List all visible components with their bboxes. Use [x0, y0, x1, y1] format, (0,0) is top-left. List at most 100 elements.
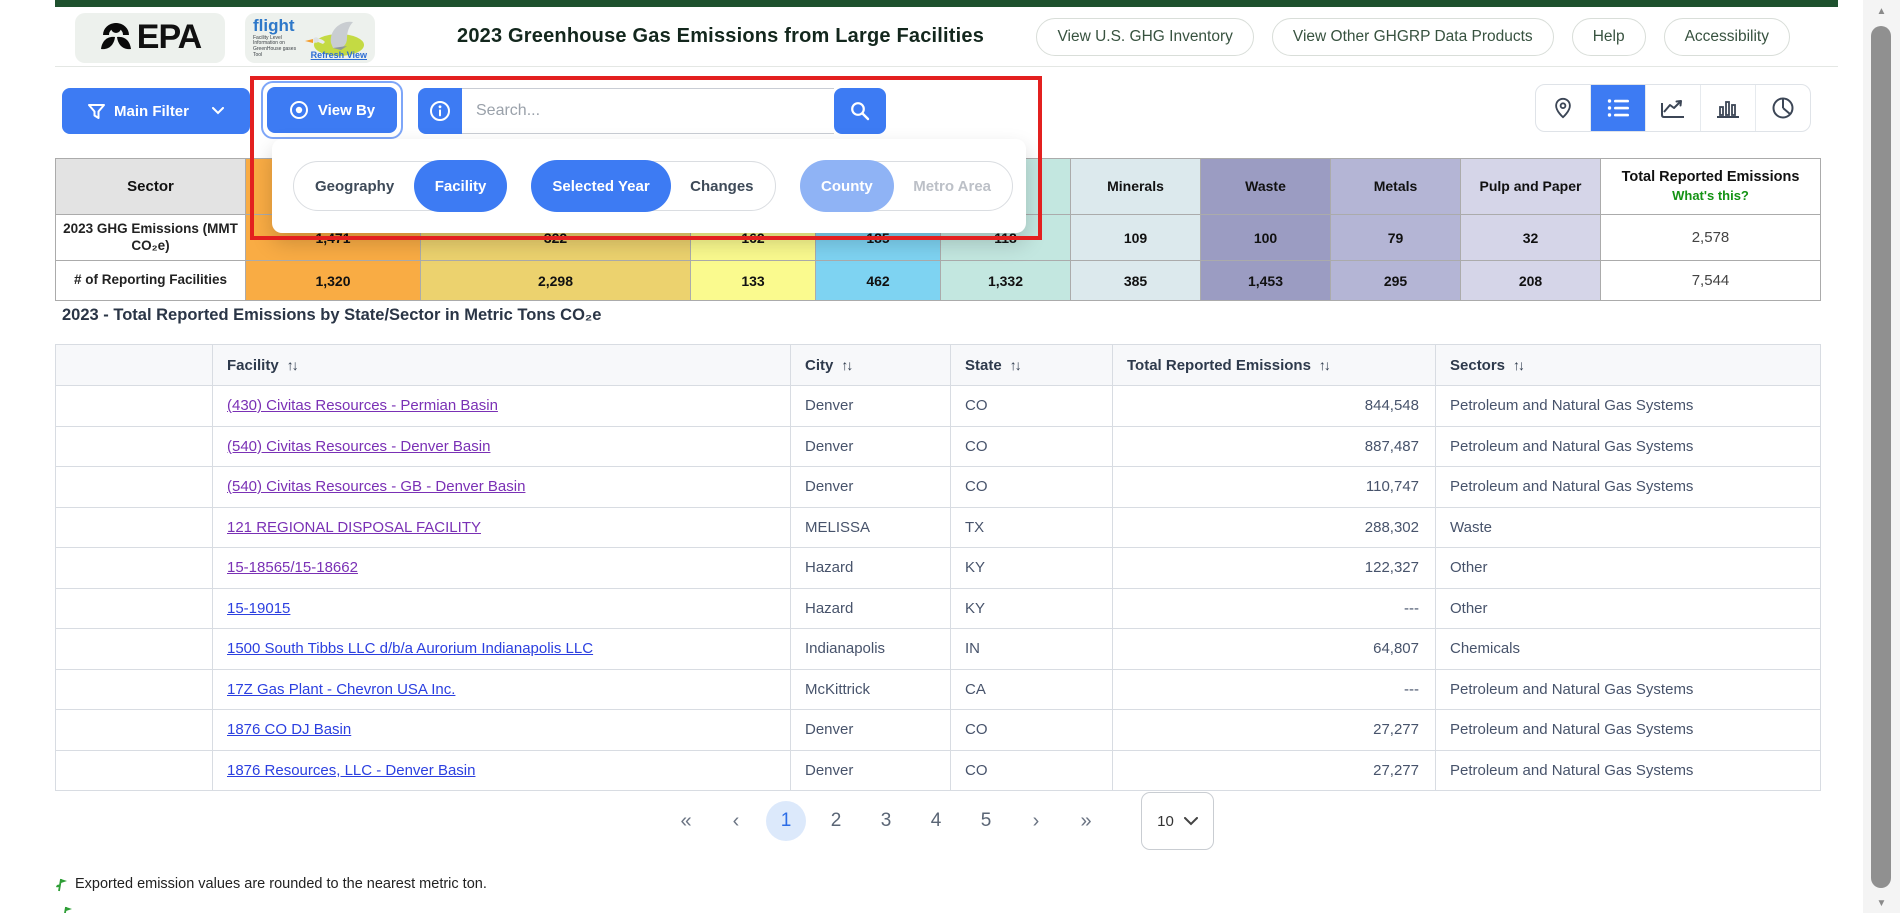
toggle-selected-year[interactable]: Selected Year — [531, 160, 671, 212]
sort-icon[interactable]: ↑↓ — [1513, 356, 1525, 373]
toolbar: Main Filter View By — [55, 67, 1838, 141]
reporting-facilities-row: # of Reporting Facilities 1,320 2,298 13… — [55, 260, 1821, 301]
row-spacer-cell — [55, 466, 213, 508]
state-cell: KY — [950, 547, 1113, 589]
view-ghg-inventory-button[interactable]: View U.S. GHG Inventory — [1036, 17, 1254, 56]
row-spacer-cell — [55, 587, 213, 629]
toggle-changes[interactable]: Changes — [690, 177, 754, 195]
facility-link[interactable]: 1500 South Tibbs LLC d/b/a Aurorium Indi… — [227, 640, 594, 658]
sector-cell: Petroleum and Natural Gas Systems — [1435, 709, 1821, 751]
state-cell: CO — [950, 466, 1113, 508]
accessibility-button[interactable]: Accessibility — [1663, 17, 1790, 56]
emissions-column-header[interactable]: Total Reported Emissions ↑↓ — [1112, 344, 1436, 386]
list-view-button[interactable] — [1591, 85, 1646, 131]
flight-logo-tagline: Facility Level Information on GreenHouse… — [253, 34, 297, 58]
sector-cell: Petroleum and Natural Gas Systems — [1435, 466, 1821, 508]
sectors-header-label: Sectors — [1450, 356, 1506, 374]
facility-link[interactable]: 17Z Gas Plant - Chevron USA Inc. — [227, 680, 456, 698]
sector-col-waste: Waste — [1200, 158, 1331, 215]
toggle-geography[interactable]: Geography — [315, 177, 395, 195]
facilities-refineries: 133 — [690, 260, 816, 301]
facilities-total: 7,544 — [1600, 260, 1821, 301]
prev-page-button[interactable]: ‹ — [732, 809, 740, 832]
page-button-4[interactable]: 4 — [930, 810, 942, 831]
section-title: 2023 - Total Reported Emissions by State… — [62, 306, 602, 324]
emissions-cell: 27,277 — [1112, 709, 1436, 751]
facility-link[interactable]: 1876 CO DJ Basin — [227, 721, 352, 739]
state-cell: TX — [950, 506, 1113, 548]
emissions-metals: 79 — [1330, 214, 1461, 261]
state-cell: CO — [950, 425, 1113, 467]
toggle-county[interactable]: County — [800, 160, 894, 212]
pie-chart-view-button[interactable] — [1756, 85, 1810, 131]
page-button-1[interactable]: 1 — [766, 801, 806, 841]
search-button[interactable] — [834, 88, 886, 134]
main-filter-button[interactable]: Main Filter — [62, 88, 250, 134]
facility-link[interactable]: (430) Civitas Resources - Permian Basin — [227, 397, 498, 415]
sectors-column-header[interactable]: Sectors ↑↓ — [1435, 344, 1821, 386]
state-cell: KY — [950, 587, 1113, 629]
view-by-button[interactable]: View By — [267, 87, 397, 133]
facilities-pulp-paper: 208 — [1460, 260, 1601, 301]
search-info-button[interactable] — [418, 88, 462, 134]
view-by-dropdown-panel: Geography Facility Selected Year Changes… — [272, 139, 1026, 233]
city-header-label: City — [805, 356, 834, 374]
city-cell: Indianapolis — [790, 628, 951, 670]
chevron-down-icon — [1183, 816, 1198, 826]
state-cell: CO — [950, 749, 1113, 791]
footnote-icon — [60, 905, 73, 913]
emissions-pulp-paper: 32 — [1460, 214, 1601, 261]
last-page-button[interactable]: » — [1080, 809, 1092, 832]
help-button[interactable]: Help — [1571, 17, 1646, 56]
sort-icon[interactable]: ↑↓ — [286, 356, 299, 373]
first-page-button[interactable]: « — [680, 809, 692, 832]
sort-icon[interactable]: ↑↓ — [841, 356, 853, 373]
facilities-petroleum: 2,298 — [420, 260, 691, 301]
row-spacer-cell — [55, 668, 213, 710]
sort-icon[interactable]: ↑↓ — [1009, 356, 1022, 373]
page-title: 2023 Greenhouse Gas Emissions from Large… — [457, 25, 985, 47]
facility-link[interactable]: 121 REGIONAL DISPOSAL FACILITY — [227, 518, 481, 536]
bar-chart-view-button[interactable] — [1701, 85, 1756, 131]
page-button-3[interactable]: 3 — [880, 810, 892, 831]
epa-logo[interactable]: EPA — [75, 12, 225, 63]
sector-col-minerals: Minerals — [1070, 158, 1201, 215]
emissions-cell: 288,302 — [1112, 506, 1436, 548]
row-spacer-cell — [55, 385, 213, 427]
scroll-down-arrow[interactable]: ▼ — [1876, 898, 1887, 909]
facility-link[interactable]: (540) Civitas Resources - GB - Denver Ba… — [227, 478, 526, 496]
emissions-cell: --- — [1112, 668, 1436, 710]
flight-logo[interactable]: flight Facility Level Information on Gre… — [245, 12, 375, 63]
whats-this-link[interactable]: What's this? — [1672, 188, 1749, 204]
map-view-button[interactable] — [1536, 85, 1591, 131]
toggle-facility[interactable]: Facility — [413, 160, 508, 212]
page-size-select[interactable]: 10 — [1141, 792, 1214, 850]
facility-link[interactable]: (540) Civitas Resources - Denver Basin — [227, 437, 491, 455]
bar-chart-icon — [1715, 97, 1741, 119]
facility-link[interactable]: 15-18565/15-18662 — [227, 559, 358, 577]
page-button-2[interactable]: 2 — [830, 810, 842, 831]
list-icon — [1606, 97, 1630, 119]
scrollbar-thumb[interactable] — [1871, 26, 1891, 888]
facility-link[interactable]: 15-19015 — [227, 599, 291, 617]
facility-link[interactable]: 1876 Resources, LLC - Denver Basin — [227, 761, 476, 779]
page-button-5[interactable]: 5 — [980, 810, 992, 831]
facility-column-header[interactable]: Facility ↑↓ — [212, 344, 791, 386]
sector-col-pulp-paper: Pulp and Paper — [1460, 158, 1601, 215]
state-column-header[interactable]: State ↑↓ — [950, 344, 1113, 386]
sector-col-metals: Metals — [1330, 158, 1461, 215]
city-column-header[interactable]: City ↑↓ — [790, 344, 951, 386]
next-page-button[interactable]: › — [1032, 809, 1040, 832]
refresh-view-link[interactable]: Refresh View — [310, 49, 367, 60]
search-input[interactable] — [462, 88, 834, 134]
footnote: Exported emission values are rounded to … — [55, 876, 487, 892]
view-ghgrp-products-button[interactable]: View Other GHGRP Data Products — [1271, 17, 1554, 56]
state-cell: IN — [950, 628, 1113, 670]
emissions-cell: 887,487 — [1112, 425, 1436, 467]
sector-cell: Chemicals — [1435, 628, 1821, 670]
city-cell: Denver — [790, 749, 951, 791]
trend-chart-view-button[interactable] — [1646, 85, 1701, 131]
scroll-up-arrow[interactable]: ▲ — [1876, 6, 1887, 17]
sort-icon[interactable]: ↑↓ — [1318, 356, 1331, 373]
